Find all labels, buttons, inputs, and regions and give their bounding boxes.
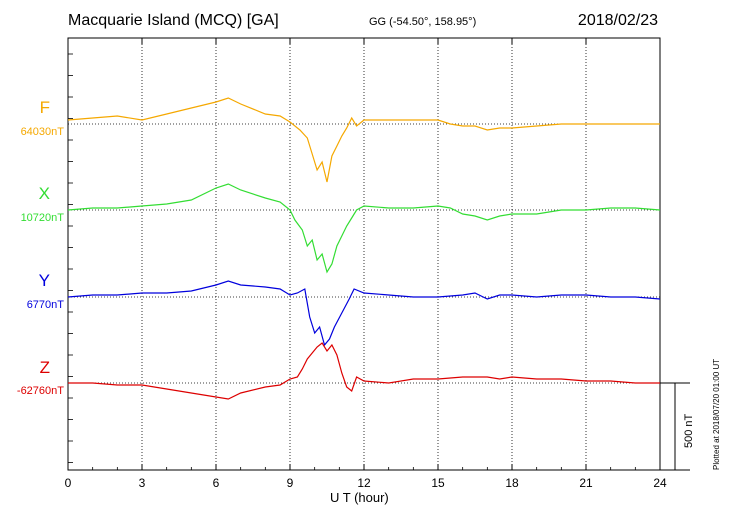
component-baseline-z: -62760nT bbox=[16, 385, 64, 397]
series-line-f bbox=[67, 97, 660, 183]
component-name-x: X bbox=[38, 184, 50, 203]
component-name-f: F bbox=[39, 98, 50, 117]
station-title: Macquarie Island (MCQ) [GA] bbox=[68, 12, 279, 29]
series-line-y bbox=[67, 280, 661, 347]
component-baseline-x: 10720nT bbox=[20, 212, 64, 224]
x-axis-label: U T (hour) bbox=[330, 490, 389, 505]
component-name-y: Y bbox=[38, 271, 50, 290]
x-tick-label: 15 bbox=[431, 476, 445, 490]
x-tick-label: 9 bbox=[287, 476, 294, 490]
component-name-z: Z bbox=[39, 358, 50, 377]
x-tick-label: 12 bbox=[357, 476, 371, 490]
x-tick-label: 24 bbox=[653, 476, 667, 490]
x-tick-label: 0 bbox=[65, 476, 72, 490]
x-tick-label: 3 bbox=[139, 476, 146, 490]
x-tick-label: 6 bbox=[213, 476, 220, 490]
station-coordinates: GG (-54.50°, 158.95°) bbox=[369, 16, 477, 28]
x-tick-label: 18 bbox=[505, 476, 519, 490]
scale-bar-label: 500 nT bbox=[683, 413, 695, 448]
x-tick-label: 21 bbox=[579, 476, 593, 490]
plot-date: 2018/02/23 bbox=[577, 12, 658, 29]
component-baseline-f: 64030nT bbox=[20, 126, 64, 138]
series-line-z bbox=[68, 342, 660, 400]
plotted-timestamp: Plotted at 2018/07/20 01:00 UT bbox=[712, 358, 721, 470]
series-line-x bbox=[67, 183, 661, 274]
component-baseline-y: 6770nT bbox=[26, 299, 64, 311]
